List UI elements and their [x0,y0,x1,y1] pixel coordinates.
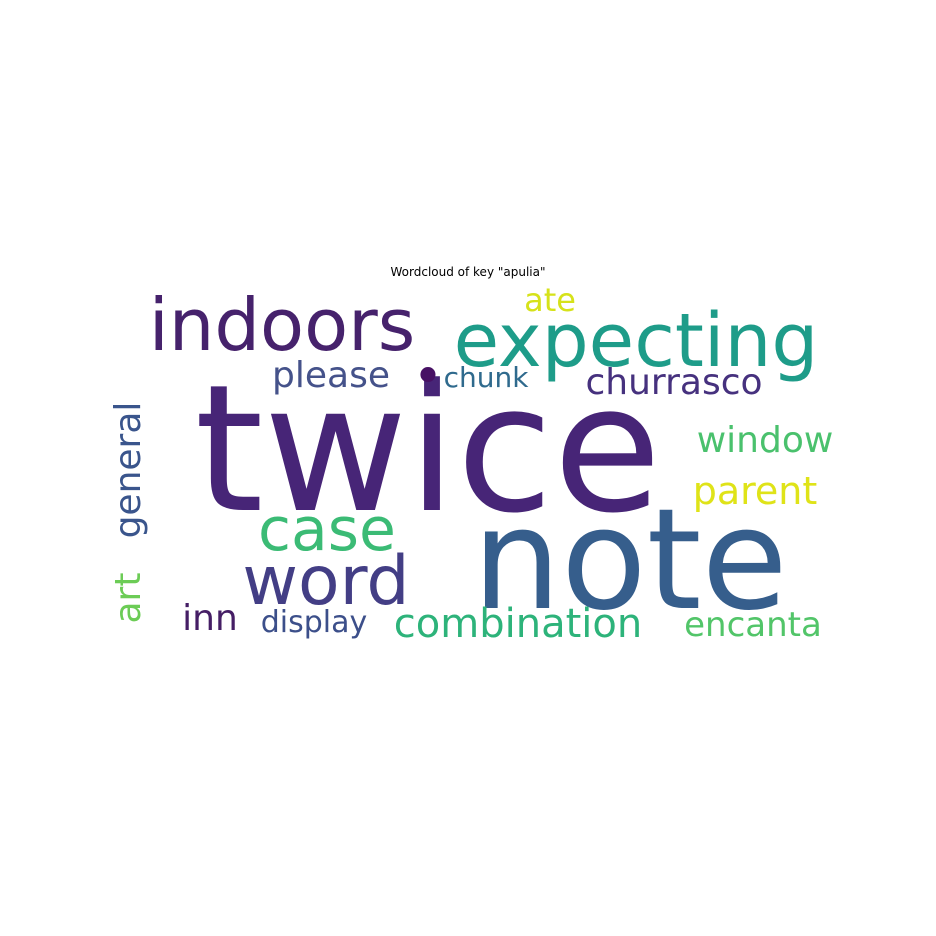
word-please: please [272,355,390,396]
word-general: general [108,402,149,539]
word-display: display [261,605,368,640]
word-art: art [108,573,149,624]
word-inn: inn [182,598,238,639]
word-note: note [472,479,787,642]
word-ate: ate [524,281,576,319]
word-case: case [258,495,396,565]
word-twice: twice [195,347,662,552]
word-word: word [242,542,409,621]
word-combination: combination [394,601,642,647]
word-encanta: encanta [684,605,822,645]
chart-title: Wordcloud of key "apulia" [390,265,546,279]
word-window: window [697,420,834,461]
word-chunk: chunk [444,361,530,394]
word-bullet: • [413,347,444,407]
word-expecting: expecting [454,298,819,384]
word-churrasco: churrasco [585,362,762,403]
word-indoors: indoors [149,283,416,367]
word-parent: parent [693,469,818,513]
